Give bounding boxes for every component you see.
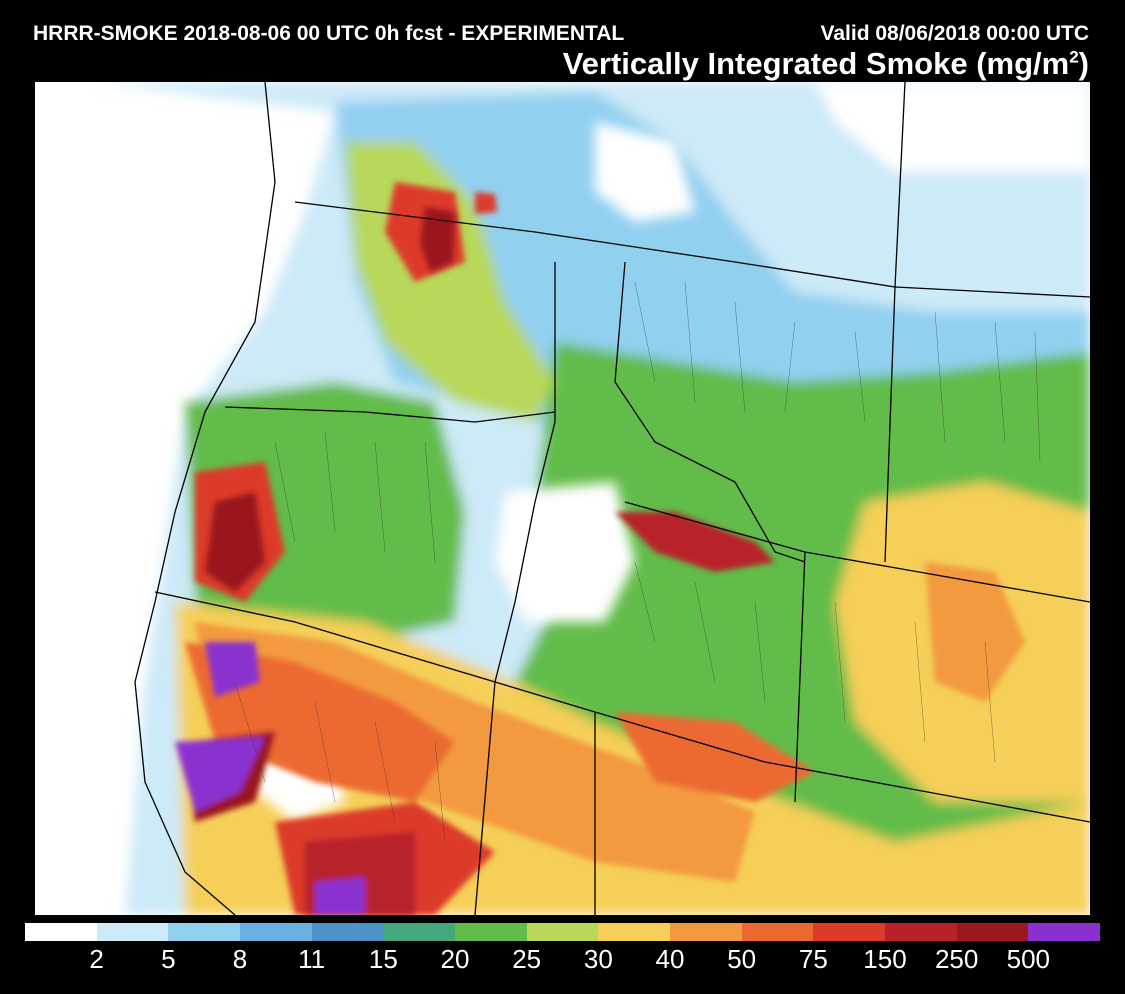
legend-swatch <box>885 923 957 941</box>
legend-swatch <box>598 923 671 941</box>
legend-label: 2 <box>89 944 104 974</box>
legend-swatch <box>526 923 599 941</box>
legend-label: 20 <box>440 944 470 974</box>
legend-label: 5 <box>161 944 176 974</box>
legend-label: 15 <box>368 944 398 974</box>
legend-label: 150 <box>863 944 907 974</box>
legend-swatch <box>813 923 886 941</box>
legend-swatch <box>96 923 169 941</box>
valid-time: Valid 08/06/2018 00:00 UTC <box>820 22 1090 45</box>
smoke-field <box>95 82 1090 915</box>
forecast-label: HRRR-SMOKE 2018-08-06 00 UTC 0h fcst - E… <box>33 22 625 45</box>
color-scale <box>25 923 1101 941</box>
color-scale-labels: 2 5 8 11 15 20 25 30 40 50 75 150 250 500 <box>25 944 1100 984</box>
legend-label: 30 <box>583 944 613 974</box>
legend-label: 8 <box>232 944 248 974</box>
legend-swatch <box>168 923 241 941</box>
legend-label: 40 <box>655 944 685 974</box>
legend-swatch <box>240 923 312 941</box>
legend-label: 500 <box>1006 944 1051 974</box>
legend-label: 50 <box>727 944 757 974</box>
legend-swatch <box>455 923 527 941</box>
page-title: Vertically Integrated Smoke (mg/m2) <box>562 46 1089 81</box>
legend-swatch <box>670 923 742 941</box>
smoke-map <box>35 82 1090 915</box>
legend-swatch <box>956 923 1029 941</box>
legend-label: 250 <box>934 944 979 974</box>
legend-swatch <box>25 923 97 941</box>
legend-swatch <box>311 923 384 941</box>
boundaries <box>134 82 1090 915</box>
legend-swatch <box>383 923 456 941</box>
legend-label: 25 <box>512 944 542 974</box>
legend-swatch <box>741 923 814 941</box>
legend-label: 75 <box>798 944 828 974</box>
legend-label: 11 <box>298 944 326 974</box>
legend-swatch <box>1028 923 1101 941</box>
county-lines <box>234 281 1041 843</box>
